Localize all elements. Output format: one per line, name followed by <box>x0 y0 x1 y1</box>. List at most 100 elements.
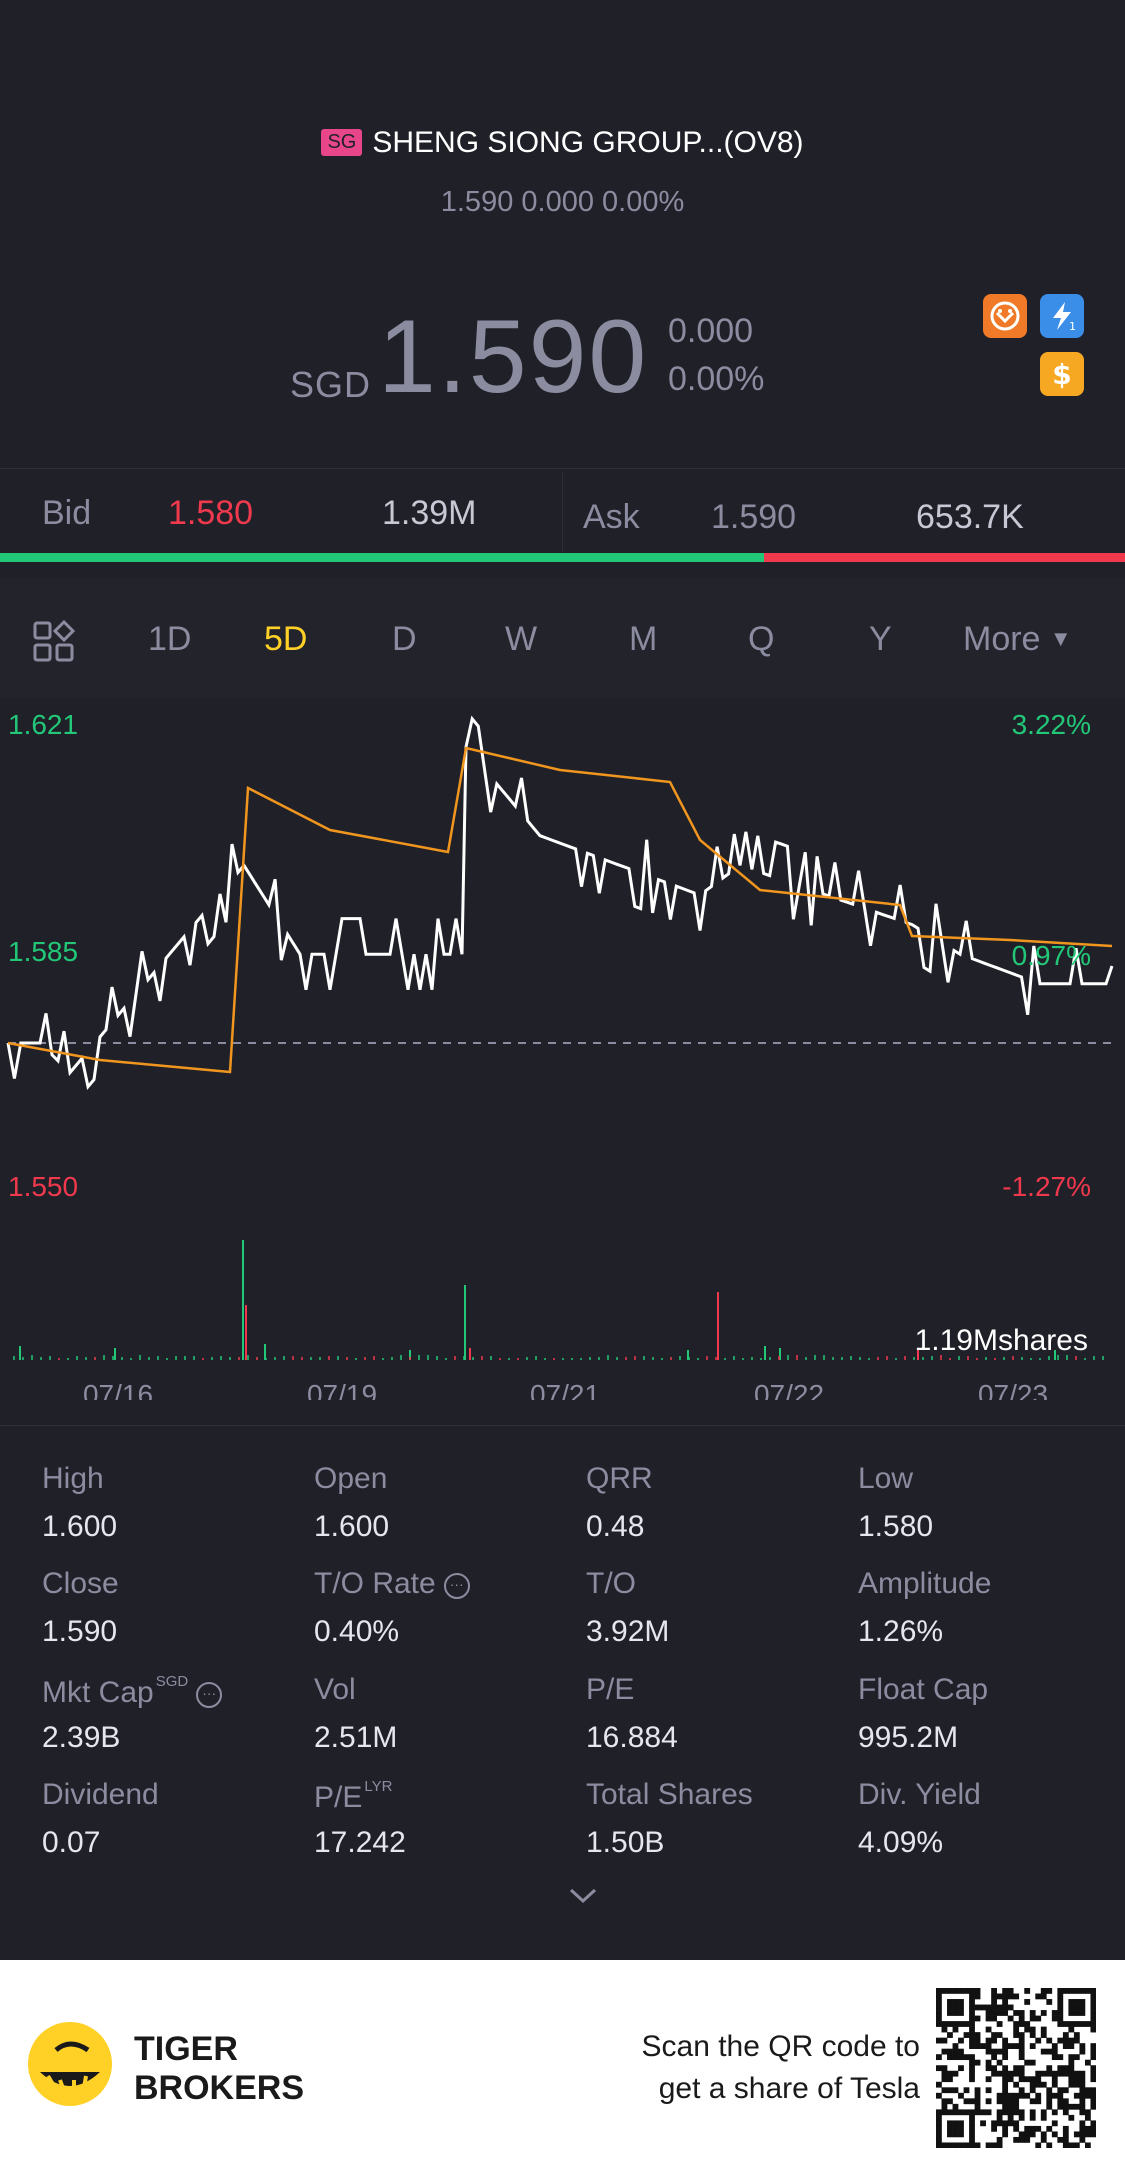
price-chart[interactable]: 1.621 1.585 1.550 3.22% 0.97% -1.27% 1.1… <box>0 700 1125 1400</box>
ask-size: 653.7K <box>916 498 1024 536</box>
dragon-badge-icon[interactable] <box>983 294 1027 338</box>
tab-1d[interactable]: 1D <box>148 620 192 658</box>
stat-value-dividend: 0.07 <box>42 1826 101 1859</box>
y-right-label-bottom: -1.27% <box>1002 1171 1091 1202</box>
last-price: 1.590 <box>378 299 649 415</box>
stat-value-low: 1.580 <box>858 1510 934 1543</box>
stat-label-open: Open <box>314 1462 387 1496</box>
stat-label-text: Open <box>314 1462 388 1495</box>
stat-label-text: P/E <box>314 1781 363 1814</box>
price-change: 0.000 <box>668 312 754 350</box>
y-left-label-bottom: 1.550 <box>8 1171 78 1202</box>
x-label-0723: 07/23 <box>978 1379 1048 1400</box>
market-badge: SG <box>321 129 363 156</box>
brand-line-1: TIGER <box>134 2030 238 2068</box>
stat-value-mkt-cap-sgd: 2.39B <box>42 1721 121 1754</box>
stat-label-text: Vol <box>314 1673 356 1706</box>
divider <box>0 468 1125 469</box>
tab-q[interactable]: Q <box>748 620 775 658</box>
stat-label-t-o-rate: T/O Rate ··· <box>314 1567 470 1601</box>
divider <box>0 1425 1125 1426</box>
stat-label-mkt-cap-sgd: Mkt Cap SGD ··· <box>42 1673 223 1710</box>
header-quote-summary: 1.590 0.000 0.00% <box>440 186 685 218</box>
avg-price-line <box>7 746 1113 1074</box>
stat-label-text: Close <box>42 1567 119 1600</box>
bid-volume-bar <box>0 553 764 562</box>
stat-label-text: Float Cap <box>858 1673 989 1706</box>
volume-label: 1.19Mshares <box>915 1324 1088 1357</box>
stat-label-superscript: SGD <box>155 1673 189 1690</box>
bid-price[interactable]: 1.580 <box>168 494 254 532</box>
volume-bars <box>13 1240 1104 1360</box>
tab-5d[interactable]: 5D <box>264 620 308 658</box>
y-right-label-mid: 0.97% <box>1012 940 1091 971</box>
stat-label-t-o: T/O <box>586 1567 636 1601</box>
stat-label-qrr: QRR <box>586 1462 653 1496</box>
stat-value-qrr: 0.48 <box>586 1510 645 1543</box>
stat-label-amplitude: Amplitude <box>858 1567 991 1601</box>
x-label-0716: 07/16 <box>83 1379 153 1400</box>
stat-value-vol: 2.51M <box>314 1721 398 1754</box>
tab-y[interactable]: Y <box>869 620 892 658</box>
tab-d[interactable]: D <box>392 620 417 658</box>
stat-label-text: Div. Yield <box>858 1778 981 1811</box>
stat-label-text: T/O Rate <box>314 1567 436 1600</box>
tab-m[interactable]: M <box>629 620 658 658</box>
tiger-logo-icon <box>26 2020 114 2108</box>
tab-more[interactable]: More ▼ <box>963 620 1072 659</box>
bid-size: 1.39M <box>382 494 477 532</box>
qr-code-icon <box>936 1988 1096 2148</box>
bidask-separator <box>562 472 563 552</box>
price-change-pct: 0.00% <box>668 360 765 398</box>
level1-lightning-icon[interactable]: 1 <box>1040 294 1084 338</box>
stat-label-p-e-lyr: P/E LYR <box>314 1778 392 1815</box>
x-label-0722: 07/22 <box>754 1379 824 1400</box>
x-label-0721: 07/21 <box>530 1379 600 1400</box>
svg-text:1: 1 <box>1069 320 1076 333</box>
ask-label: Ask <box>583 498 640 536</box>
tab-more-label: More <box>963 620 1041 658</box>
stat-value-total-shares: 1.50B <box>586 1826 665 1859</box>
stock-name: SHENG SIONG GROUP...(OV8) <box>372 126 804 159</box>
ask-volume-bar <box>764 553 1125 562</box>
stat-label-text: Total Shares <box>586 1778 753 1811</box>
ask-price[interactable]: 1.590 <box>711 498 797 536</box>
y-left-label-mid: 1.585 <box>8 936 78 967</box>
expand-chevron-icon[interactable] <box>568 1886 598 1911</box>
stat-label-text: Mkt Cap <box>42 1676 154 1709</box>
stock-title: SG SHENG SIONG GROUP...(OV8) <box>0 126 1125 160</box>
dollar-badge-icon[interactable]: $ <box>1040 352 1084 396</box>
stat-label-text: P/E <box>586 1673 635 1706</box>
stat-label-close: Close <box>42 1567 119 1601</box>
price-line <box>6 715 1114 1091</box>
stat-label-text: Dividend <box>42 1778 159 1811</box>
stat-value-close: 1.590 <box>42 1615 118 1648</box>
brand-line-2: BROKERS <box>134 2069 305 2107</box>
stat-value-high: 1.600 <box>42 1510 118 1543</box>
stat-value-amplitude: 1.26% <box>858 1615 944 1648</box>
stat-label-text: T/O <box>586 1567 636 1600</box>
info-icon[interactable]: ··· <box>196 1682 223 1708</box>
layout-grid-icon[interactable] <box>32 619 76 664</box>
stat-value-p-e: 16.884 <box>586 1721 678 1754</box>
stat-value-open: 1.600 <box>314 1510 390 1543</box>
stat-label-text: Low <box>858 1462 914 1495</box>
stat-label-low: Low <box>858 1462 913 1496</box>
currency-label: SGD <box>290 364 372 405</box>
svg-text:$: $ <box>1052 358 1071 391</box>
stat-label-p-e: P/E <box>586 1673 634 1707</box>
stat-value-p-e-lyr: 17.242 <box>314 1826 406 1859</box>
tab-w[interactable]: W <box>505 620 538 658</box>
stat-label-high: High <box>42 1462 104 1496</box>
stat-label-total-shares: Total Shares <box>586 1778 753 1812</box>
stat-value-t-o: 3.92M <box>586 1615 670 1648</box>
stat-label-text: QRR <box>586 1462 653 1495</box>
y-left-label-top: 1.621 <box>8 709 78 740</box>
stat-label-div-yield: Div. Yield <box>858 1778 981 1812</box>
period-tabs <box>0 578 1125 698</box>
stat-label-float-cap: Float Cap <box>858 1673 988 1707</box>
y-right-label-top: 3.22% <box>1012 709 1091 740</box>
stat-value-t-o-rate: 0.40% <box>314 1615 400 1648</box>
stat-value-float-cap: 995.2M <box>858 1721 959 1754</box>
info-icon[interactable]: ··· <box>443 1573 470 1599</box>
